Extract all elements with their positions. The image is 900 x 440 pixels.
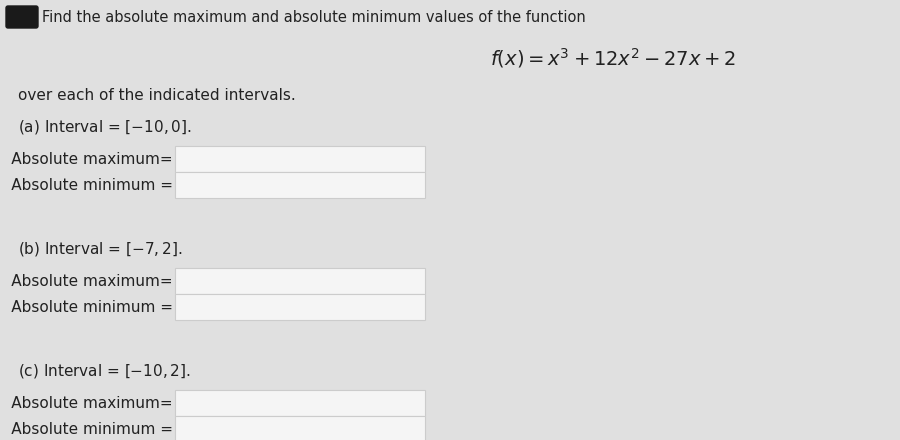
FancyBboxPatch shape [175,416,425,440]
FancyBboxPatch shape [6,6,38,28]
Text: 1.  Absolute maximum=: 1. Absolute maximum= [0,274,173,289]
Text: Find the absolute maximum and absolute minimum values of the function: Find the absolute maximum and absolute m… [42,11,586,26]
FancyBboxPatch shape [175,390,425,416]
FancyBboxPatch shape [175,172,425,198]
Text: $f(x) = x^3 + 12x^2 - 27x + 2$: $f(x) = x^3 + 12x^2 - 27x + 2$ [490,46,736,70]
FancyBboxPatch shape [175,146,425,172]
Text: 1.  Absolute maximum=: 1. Absolute maximum= [0,151,173,166]
FancyBboxPatch shape [175,294,425,320]
Text: 1.  Absolute maximum=: 1. Absolute maximum= [0,396,173,411]
Text: 2.  Absolute minimum =: 2. Absolute minimum = [0,177,173,192]
FancyBboxPatch shape [175,268,425,294]
Text: over each of the indicated intervals.: over each of the indicated intervals. [18,88,296,103]
Text: (b) Interval = $[-7, 2]$.: (b) Interval = $[-7, 2]$. [18,240,183,258]
Text: (c) Interval = $[-10, 2]$.: (c) Interval = $[-10, 2]$. [18,362,191,380]
Text: 2.  Absolute minimum =: 2. Absolute minimum = [0,300,173,315]
Text: (a) Interval = $[-10, 0]$.: (a) Interval = $[-10, 0]$. [18,118,192,136]
Text: 2.  Absolute minimum =: 2. Absolute minimum = [0,422,173,436]
